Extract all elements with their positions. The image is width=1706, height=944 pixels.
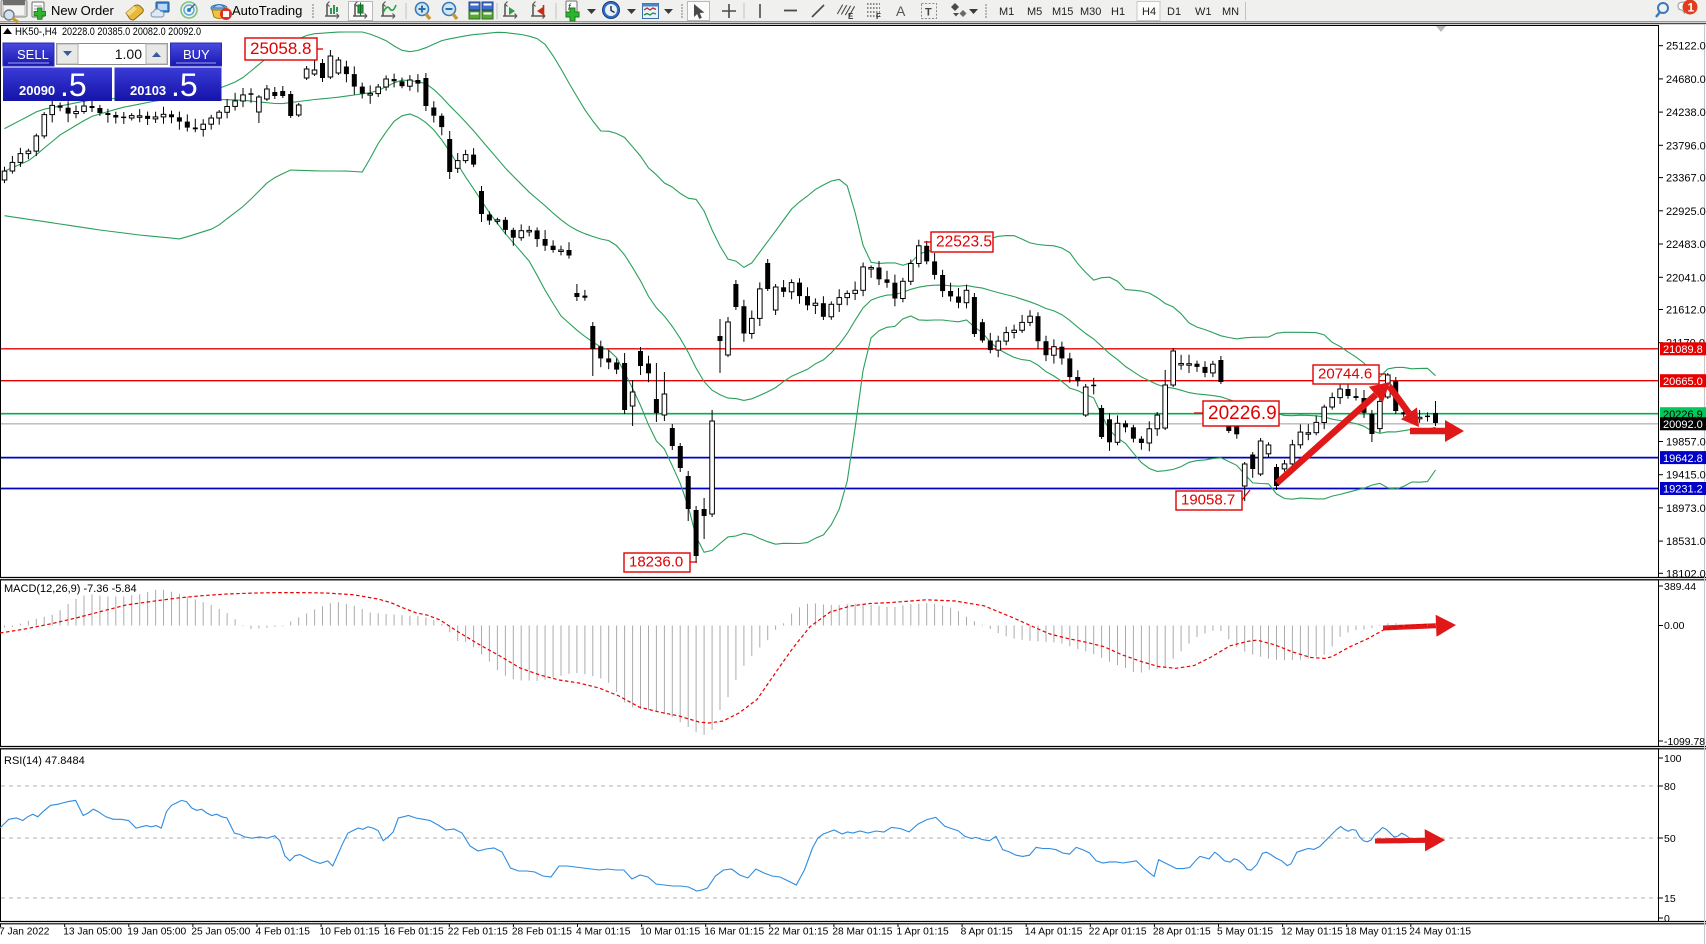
svg-text:M1: M1 — [999, 6, 1014, 18]
svg-text:MN: MN — [1222, 6, 1239, 18]
svg-text:SELL: SELL — [17, 47, 49, 62]
svg-text:50: 50 — [1664, 833, 1676, 845]
svg-text:20665.0: 20665.0 — [1663, 376, 1703, 388]
svg-text:24 May 01:15: 24 May 01:15 — [1409, 927, 1471, 938]
svg-text:M30: M30 — [1080, 6, 1101, 18]
svg-text:20090: 20090 — [19, 83, 55, 98]
svg-text:5 May 01:15: 5 May 01:15 — [1217, 927, 1273, 938]
svg-text:12 May 01:15: 12 May 01:15 — [1281, 927, 1343, 938]
svg-text:22523.5: 22523.5 — [936, 233, 992, 250]
svg-text:18531.0: 18531.0 — [1666, 536, 1706, 548]
svg-text:28 Apr 01:15: 28 Apr 01:15 — [1153, 927, 1211, 938]
svg-text:25122.0: 25122.0 — [1666, 41, 1706, 53]
svg-text:.5: .5 — [171, 67, 198, 103]
svg-text:1 Apr 01:15: 1 Apr 01:15 — [897, 927, 949, 938]
svg-text:4 Feb 01:15: 4 Feb 01:15 — [256, 927, 311, 938]
svg-text:15: 15 — [1664, 893, 1676, 905]
svg-text:RSI(14) 47.8484: RSI(14) 47.8484 — [4, 755, 85, 767]
svg-text:E: E — [848, 12, 854, 21]
svg-text:f: f — [568, 2, 572, 12]
svg-text:1: 1 — [1688, 1, 1695, 15]
svg-text:23367.0: 23367.0 — [1666, 173, 1706, 185]
svg-text:22 Mar 01:15: 22 Mar 01:15 — [768, 927, 828, 938]
svg-text:8 Apr 01:15: 8 Apr 01:15 — [961, 927, 1013, 938]
svg-text:10 Mar 01:15: 10 Mar 01:15 — [640, 927, 700, 938]
svg-text:4 Mar 01:15: 4 Mar 01:15 — [576, 927, 631, 938]
svg-text:10 Feb 01:15: 10 Feb 01:15 — [320, 927, 380, 938]
svg-text:28 Mar 01:15: 28 Mar 01:15 — [832, 927, 892, 938]
svg-text:19857.0: 19857.0 — [1666, 437, 1706, 449]
svg-text:M5: M5 — [1027, 6, 1042, 18]
svg-text:22925.0: 22925.0 — [1666, 206, 1706, 218]
svg-text:19231.2: 19231.2 — [1663, 484, 1703, 496]
svg-text:D1: D1 — [1167, 6, 1181, 18]
svg-text:23796.0: 23796.0 — [1666, 140, 1706, 152]
svg-text:HK50-,H4: HK50-,H4 — [15, 26, 57, 38]
svg-text:24680.0: 24680.0 — [1666, 74, 1706, 86]
svg-text:20228.0 20385.0 20082.0 20092.: 20228.0 20385.0 20082.0 20092.0 — [62, 26, 201, 38]
svg-text:16 Feb 01:15: 16 Feb 01:15 — [384, 927, 444, 938]
svg-text:389.44: 389.44 — [1664, 581, 1696, 593]
svg-text:W1: W1 — [1195, 6, 1212, 18]
svg-text:19 Jan 05:00: 19 Jan 05:00 — [127, 927, 186, 938]
svg-text:0: 0 — [1664, 913, 1670, 925]
svg-text:T: T — [925, 7, 932, 19]
svg-text:28 Feb 01:15: 28 Feb 01:15 — [512, 927, 572, 938]
svg-text:18 May 01:15: 18 May 01:15 — [1345, 927, 1407, 938]
svg-text:18973.0: 18973.0 — [1666, 503, 1706, 515]
svg-text:AutoTrading: AutoTrading — [232, 3, 302, 18]
svg-text:19642.8: 19642.8 — [1663, 453, 1703, 465]
svg-text:20103: 20103 — [130, 83, 166, 98]
svg-text:22483.0: 22483.0 — [1666, 239, 1706, 251]
svg-text:80: 80 — [1664, 781, 1676, 793]
svg-text:F: F — [876, 12, 881, 21]
svg-text:14 Apr 01:15: 14 Apr 01:15 — [1025, 927, 1083, 938]
svg-text:21089.8: 21089.8 — [1663, 344, 1703, 356]
svg-text:18102.0: 18102.0 — [1666, 568, 1706, 580]
svg-text:.5: .5 — [60, 67, 87, 103]
svg-text:22 Feb 01:15: 22 Feb 01:15 — [448, 927, 508, 938]
svg-text:New Order: New Order — [51, 3, 115, 18]
svg-text:MACD(12,26,9) -7.36 -5.84: MACD(12,26,9) -7.36 -5.84 — [4, 583, 137, 595]
svg-text:13 Jan 05:00: 13 Jan 05:00 — [63, 927, 122, 938]
svg-text:19058.7: 19058.7 — [1181, 492, 1235, 509]
svg-text:0.00: 0.00 — [1664, 620, 1685, 632]
svg-text:M15: M15 — [1052, 6, 1073, 18]
svg-text:18236.0: 18236.0 — [629, 554, 683, 571]
svg-text:-1099.78: -1099.78 — [1664, 736, 1705, 748]
svg-text:25 Jan 05:00: 25 Jan 05:00 — [191, 927, 250, 938]
svg-text:16 Mar 01:15: 16 Mar 01:15 — [704, 927, 764, 938]
svg-text:A: A — [896, 3, 906, 19]
svg-text:BUY: BUY — [183, 47, 210, 62]
svg-text:1.00: 1.00 — [115, 46, 142, 62]
svg-text:20092.0: 20092.0 — [1663, 419, 1703, 431]
svg-text:7 Jan 2022: 7 Jan 2022 — [0, 927, 50, 938]
svg-text:22 Apr 01:15: 22 Apr 01:15 — [1089, 927, 1147, 938]
svg-text:19415.0: 19415.0 — [1666, 470, 1706, 482]
svg-text:21612.0: 21612.0 — [1666, 305, 1706, 317]
svg-text:100: 100 — [1664, 753, 1682, 765]
svg-text:H4: H4 — [1142, 6, 1156, 18]
svg-text:H1: H1 — [1111, 6, 1125, 18]
svg-text:20744.6: 20744.6 — [1318, 366, 1372, 383]
svg-text:22041.0: 22041.0 — [1666, 272, 1706, 284]
svg-text:24238.0: 24238.0 — [1666, 107, 1706, 119]
svg-text:20226.9: 20226.9 — [1208, 403, 1277, 424]
svg-text:25058.8: 25058.8 — [250, 39, 311, 58]
